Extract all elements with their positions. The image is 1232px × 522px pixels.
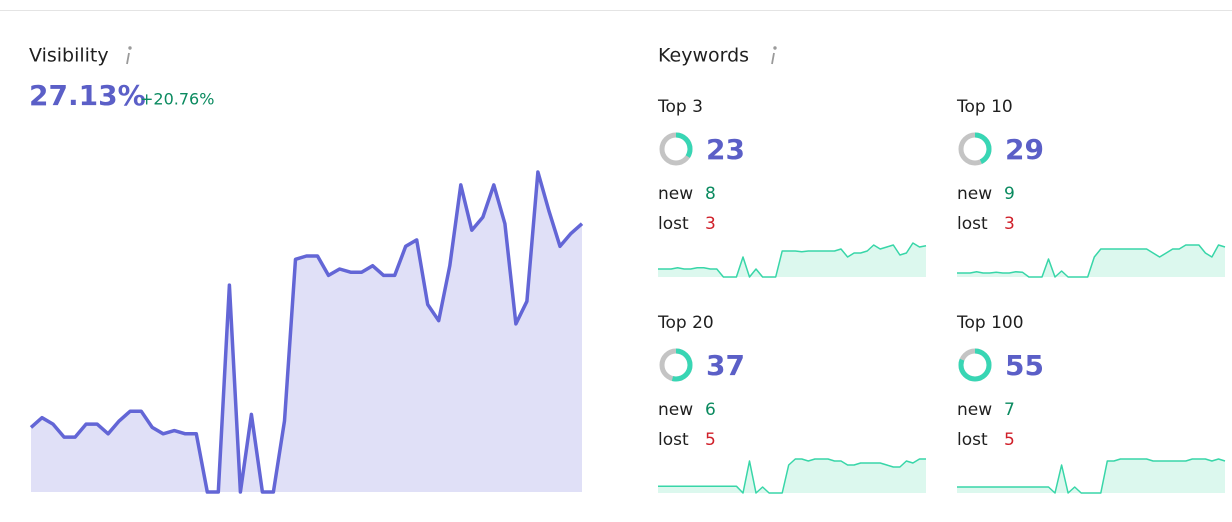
card-label: Top 10: [956, 97, 1013, 117]
lost-value: 3: [705, 214, 716, 234]
visibility-area: [31, 172, 582, 492]
lost-value: 5: [705, 430, 716, 450]
lost-label: lost: [957, 430, 988, 450]
sparkline-line: [957, 244, 1226, 278]
card-label: Top 3: [657, 97, 703, 117]
new-value: 7: [1004, 400, 1015, 420]
new-label: new: [658, 400, 693, 420]
visibility-line: [29, 170, 584, 494]
donut-share: [659, 348, 693, 382]
sparkline-area: [658, 243, 926, 277]
card-count: 37: [706, 349, 745, 382]
sparkline-area: [957, 459, 1225, 493]
new-label: new: [957, 184, 992, 204]
visibility-title: Visibility: [29, 45, 109, 67]
card-label: Top 100: [956, 313, 1024, 333]
keywords-title: Keywords: [658, 45, 749, 67]
lost-label: lost: [957, 214, 988, 234]
card-count: 55: [1005, 349, 1044, 382]
new-value: 8: [705, 184, 716, 204]
new-value: 6: [705, 400, 716, 420]
lost-label: lost: [658, 214, 689, 234]
lost-value: 5: [1004, 430, 1015, 450]
info-icon[interactable]: [126, 46, 132, 65]
sparkline-line: [658, 242, 927, 278]
info-icon[interactable]: [771, 46, 777, 65]
card-label: Top 20: [657, 313, 714, 333]
sparkline-area: [658, 459, 926, 493]
new-label: new: [957, 400, 992, 420]
donut-share: [958, 132, 992, 166]
card-count: 23: [706, 133, 745, 166]
sparkline-line: [658, 458, 926, 494]
sparkline-line: [957, 458, 1226, 494]
new-label: new: [658, 184, 693, 204]
donut-share: [958, 348, 992, 382]
card-count: 29: [1005, 133, 1044, 166]
lost-value: 3: [1004, 214, 1015, 234]
sparkline-area: [957, 245, 1225, 277]
lost-label: lost: [658, 430, 689, 450]
visibility-change: +20.76%: [140, 90, 214, 109]
visibility-value: 27.13%: [29, 79, 146, 112]
donut-share: [659, 132, 693, 166]
new-value: 9: [1004, 184, 1015, 204]
